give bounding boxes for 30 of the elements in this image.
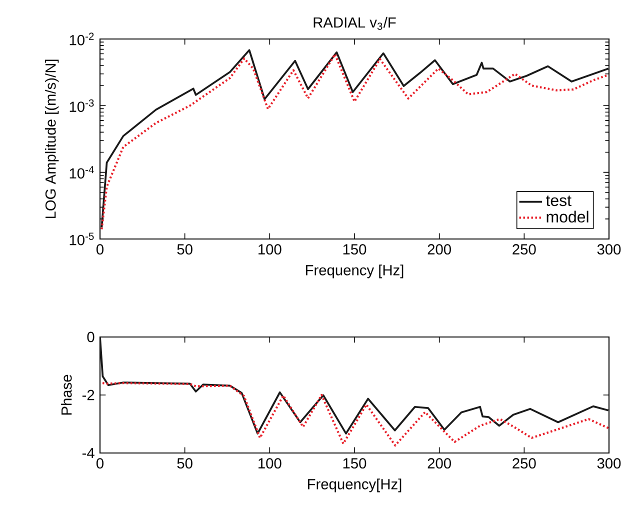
y-tick-label: -4 (82, 448, 94, 458)
x-tick-label: 100 (258, 244, 282, 255)
line-series (100, 336, 609, 434)
line-series (101, 382, 609, 447)
y-tick-label: 10$^{-3}$ (70, 99, 94, 112)
x-tick-label: 300 (597, 244, 621, 255)
x-axis-title: Frequency [Hz] (306, 264, 404, 278)
x-tick-label: 50 (177, 458, 192, 469)
x-tick-label: 0 (96, 244, 104, 255)
x-axis-title: Frequency[Hz] (308, 478, 402, 492)
y-tick-label: 10$^{-5}$ (70, 232, 94, 246)
x-tick-label: 250 (512, 458, 536, 469)
x-tick-label: 0 (96, 458, 104, 469)
y-tick-label: 10$^{-2}$ (70, 32, 94, 46)
x-tick-label: 150 (343, 458, 366, 469)
legend-label: test (546, 196, 572, 206)
y-tick-label: 10$^{-4}$ (70, 166, 94, 179)
chart-title: RADIAL v$_{3}$/F (314, 16, 396, 30)
x-tick-label: 250 (512, 244, 536, 255)
x-tick-label: 100 (258, 458, 282, 469)
y-axis-title: Phase (61, 374, 72, 415)
y-axis-title: LOG Amplitude [(m/s)/N] (45, 60, 59, 218)
y-tick-label: -2 (82, 390, 94, 400)
x-tick-label: 200 (428, 458, 451, 469)
y-tick-label: 0 (87, 332, 94, 342)
x-tick-label: 50 (177, 244, 192, 255)
legend-label: model (546, 210, 588, 223)
x-tick-label: 300 (597, 458, 621, 469)
x-tick-label: 150 (343, 244, 366, 255)
x-tick-label: 200 (428, 244, 451, 255)
